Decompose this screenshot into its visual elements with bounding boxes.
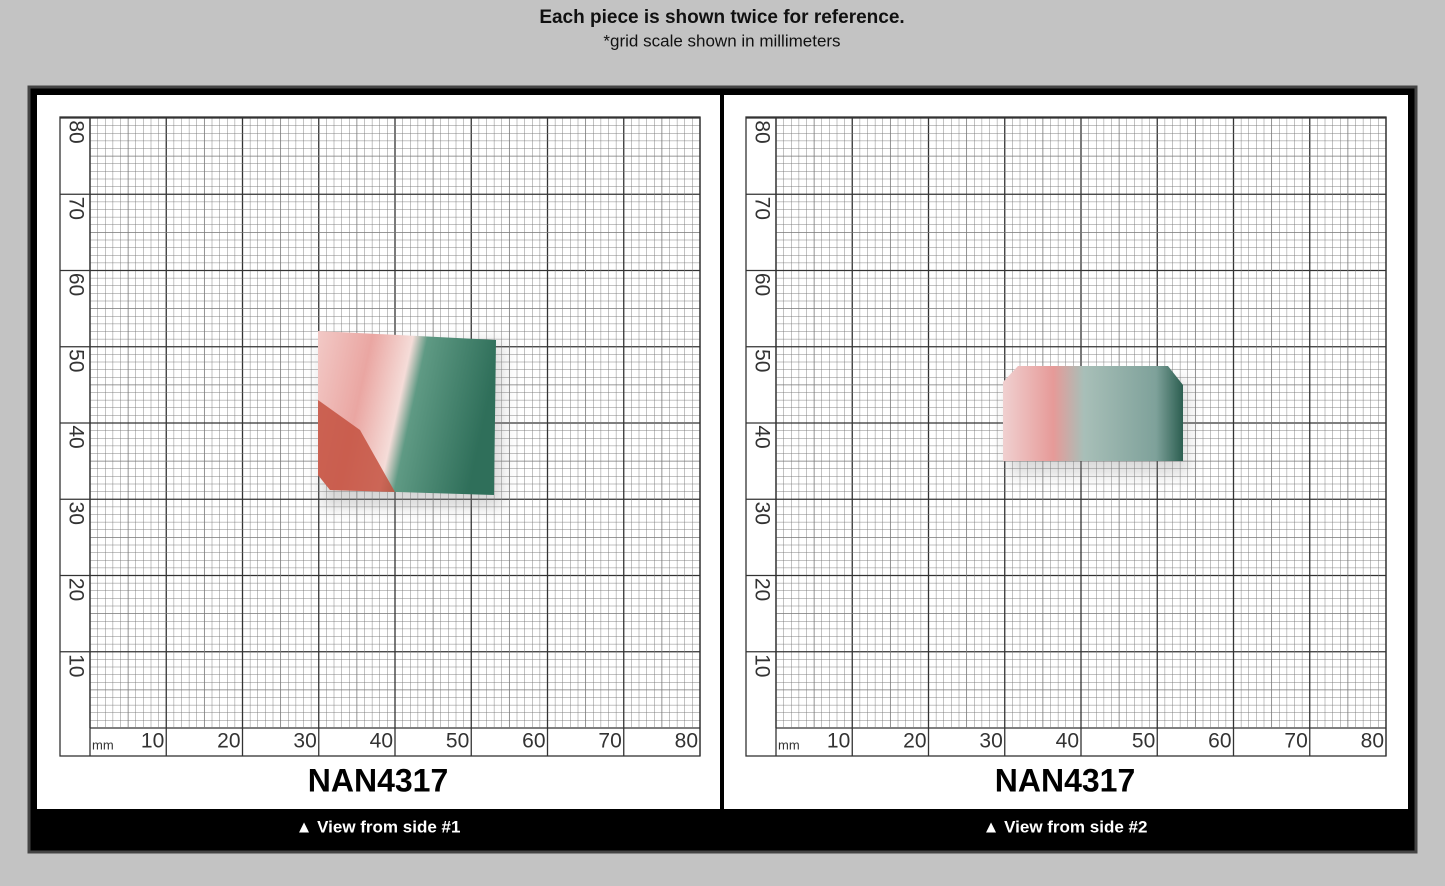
y-scale-label: 70 (64, 197, 87, 220)
piece-label: NAN4317 (995, 762, 1136, 798)
x-scale-label: 60 (1208, 730, 1231, 753)
x-scale-label: 80 (1361, 730, 1384, 753)
x-scale-label: 70 (598, 730, 621, 753)
scale-border (59, 116, 701, 757)
x-scale-label: 80 (675, 730, 698, 753)
y-scale-label: 60 (64, 273, 87, 296)
x-scale-label: 10 (827, 730, 850, 753)
y-scale-label: 50 (64, 349, 87, 372)
x-scale-label: 20 (217, 730, 240, 753)
y-scale-label: 60 (750, 273, 773, 296)
x-scale-label: 40 (1056, 730, 1079, 753)
x-scale-label: 50 (1132, 730, 1155, 753)
x-scale-label: 40 (370, 730, 393, 753)
y-scale-label: 20 (64, 578, 87, 601)
subtitle: *grid scale shown in millimeters (603, 31, 840, 50)
y-scale-label: 10 (64, 654, 87, 677)
x-scale-label: 50 (446, 730, 469, 753)
x-scale-label: 20 (903, 730, 926, 753)
y-scale-label: 80 (64, 120, 87, 143)
x-scale-label: 10 (141, 730, 164, 753)
piece-label: NAN4317 (308, 762, 449, 798)
view-caption: ▲ View from side #1 (296, 817, 461, 836)
x-scale-label: 30 (293, 730, 316, 753)
stone (1003, 366, 1183, 461)
y-scale-label: 40 (750, 425, 773, 448)
y-scale-label: 30 (750, 502, 773, 525)
x-scale-label: 30 (979, 730, 1002, 753)
y-scale-label: 40 (64, 425, 87, 448)
unit-label: mm (92, 737, 114, 752)
view-caption: ▲ View from side #2 (983, 817, 1148, 836)
y-scale-label: 70 (750, 197, 773, 220)
unit-label: mm (778, 737, 800, 752)
stone-red (318, 400, 395, 492)
y-scale-label: 30 (64, 502, 87, 525)
grid: 10 20 30 40 50 60 70 80 10 20 30 40 50 60 70 80 mm NAN431… (59, 116, 701, 836)
y-scale-label: 80 (750, 120, 773, 143)
x-scale-label: 70 (1284, 730, 1307, 753)
x-scale-label: 60 (522, 730, 545, 753)
grid: 10 20 30 40 50 60 70 80 10 20 30 40 50 60 70 80 mm NAN431… (745, 116, 1387, 836)
y-scale-label: 20 (750, 578, 773, 601)
title: Each piece is shown twice for reference. (539, 7, 904, 28)
scale-border (745, 116, 1387, 757)
y-scale-label: 50 (750, 349, 773, 372)
y-scale-label: 10 (750, 654, 773, 677)
